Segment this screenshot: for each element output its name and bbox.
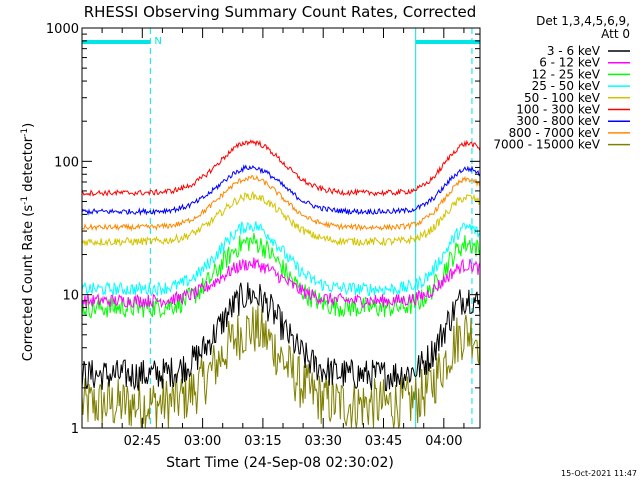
x-tick-label: 04:00 [425,434,462,449]
series-line [81,174,481,232]
x-tick-label: 03:15 [244,434,281,449]
legend-entry-label: 25 - 50 keV [532,79,601,93]
legend-entry-label: 3 - 6 keV [547,44,601,58]
series-line [81,190,481,247]
series-line [81,305,481,429]
legend-entry-label: 300 - 800 keV [516,114,600,128]
y-axis-label: Corrected Count Rate (s-1 detector-1) [20,123,36,361]
chart-title: RHESSI Observing Summary Count Rates, Co… [84,3,477,21]
x-tick-label: 03:30 [304,434,341,449]
x-tick-label: 03:00 [184,434,221,449]
y-tick-label: 1 [71,422,79,437]
y-tick-label: 1000 [46,22,79,37]
night-label: N [154,36,161,47]
legend-entry-label: 50 - 100 keV [524,91,601,105]
x-axis-label: Start Time (24-Sep-08 02:30:02) [166,455,394,471]
series-line [81,139,481,197]
y-label-part-3: ) [21,123,36,128]
y-axis: 1 10 100 1000 [46,22,480,437]
y-tick-label: 100 [54,155,79,170]
footer-timestamp: 15-Oct-2021 11:47 [561,469,637,478]
night-bar [415,40,480,44]
legend-entry-label: 12 - 25 keV [532,67,601,81]
plot-frame [81,27,481,429]
series-line [81,257,481,309]
series-lines [81,139,481,429]
y-label-sup-2: -1 [20,128,30,137]
x-tick-label: 02:45 [124,434,161,449]
series-line [81,282,481,392]
y-label-part-1: Corrected Count Rate (s [21,205,36,362]
y-tick-label: 10 [62,289,79,304]
x-axis: 02:45 03:00 03:15 03:30 03:45 04:00 [101,28,465,449]
night-bar [82,40,151,44]
series-line [81,221,481,297]
legend-entry-label: 6 - 12 keV [539,56,601,70]
legend-header-line-2: Att 0 [601,27,630,41]
y-label-part-2: detector [21,136,36,196]
y-label-sup-1: -1 [20,196,30,205]
x-tick-label: 03:45 [365,434,402,449]
legend-entry-label: 100 - 300 keV [516,103,600,117]
legend-header-line-1: Det 1,3,4,5,6,9, [536,14,630,28]
legend-entry-label: 7000 - 15000 keV [493,138,600,152]
legend-entry-label: 800 - 7000 keV [509,126,601,140]
series-line [81,164,481,217]
